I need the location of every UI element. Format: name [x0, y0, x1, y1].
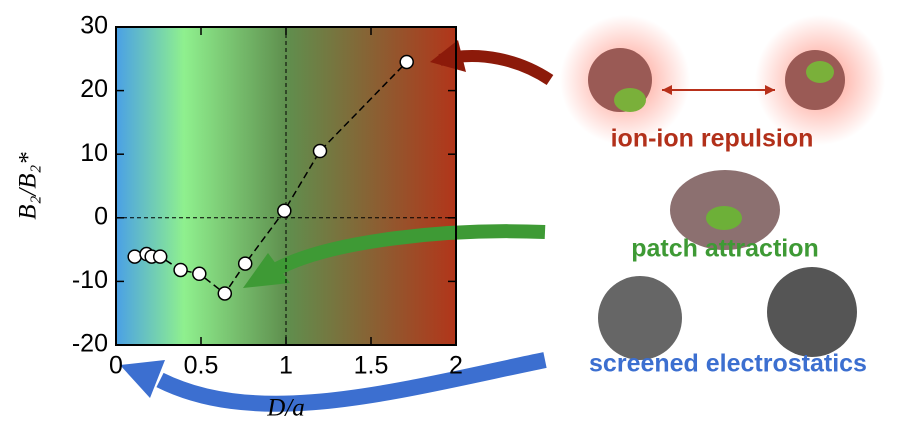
- data-point: [218, 287, 231, 300]
- x-tick-label: 1.5: [354, 352, 389, 380]
- data-point: [400, 55, 413, 68]
- y-axis-label: B₂/B₂*: [15, 152, 42, 220]
- data-point: [193, 267, 206, 280]
- y-tick-label: 10: [80, 139, 108, 167]
- y-tick-label: 30: [80, 12, 108, 40]
- figure: ion-ion repulsion patch attraction scree…: [0, 0, 900, 428]
- data-point: [278, 204, 291, 217]
- data-point: [239, 257, 252, 270]
- arrowhead: [120, 360, 165, 398]
- plot-background: [116, 27, 456, 345]
- y-tick-label: 0: [94, 202, 108, 230]
- annotation: ion-ion repulsion: [611, 125, 814, 153]
- data-point: [174, 263, 187, 276]
- y-tick-label: -20: [72, 330, 108, 358]
- x-tick-label: 1: [279, 352, 293, 380]
- x-tick-label: 0.5: [184, 352, 219, 380]
- y-tick-label: -10: [72, 266, 108, 294]
- x-tick-label: 2: [449, 352, 463, 380]
- annotation: screened electrostatics: [589, 350, 867, 378]
- y-tick-label: 20: [80, 75, 108, 103]
- data-point: [154, 250, 167, 263]
- data-point: [314, 145, 327, 158]
- illustration: [560, 15, 885, 360]
- x-axis-label: D/a: [266, 395, 305, 422]
- data-point: [128, 250, 141, 263]
- annotation: patch attraction: [631, 235, 819, 263]
- x-tick-label: 0: [109, 352, 123, 380]
